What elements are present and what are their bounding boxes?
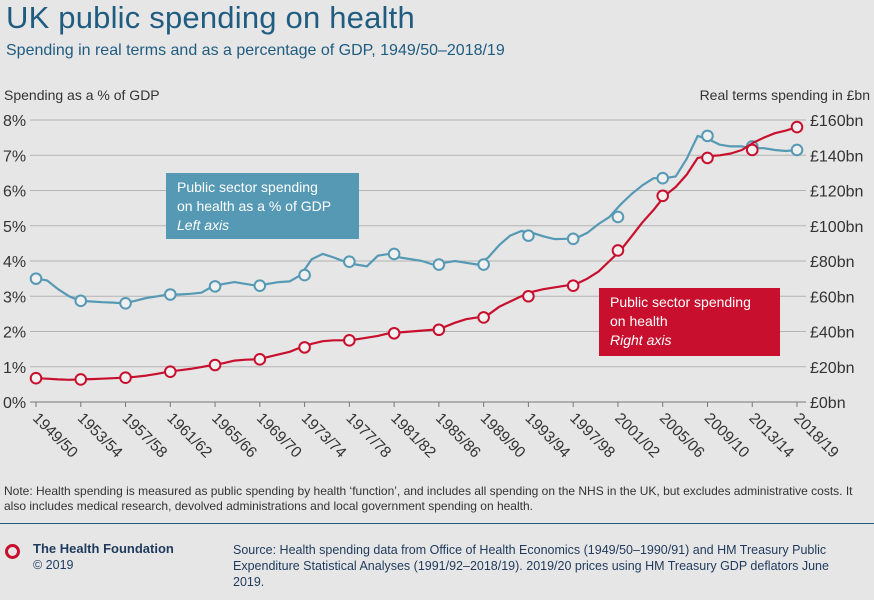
left-tick-label: 6% <box>3 184 26 201</box>
real-series-point <box>298 341 311 354</box>
right-tick-label: £160bn <box>810 113 863 130</box>
x-tick-label: 1993/94 <box>522 410 574 462</box>
gdp-callout-axis: Left axis <box>177 217 230 233</box>
right-tick-label: £140bn <box>810 148 863 165</box>
copyright: © 2019 <box>33 558 74 572</box>
right-tick-label: £120bn <box>810 184 863 201</box>
x-tick-label: 1985/86 <box>432 410 484 462</box>
real-callout-axis: Right axis <box>610 332 672 348</box>
gdp-series-point <box>790 143 804 157</box>
real-series-point <box>208 358 222 372</box>
gdp-series-point <box>477 258 490 271</box>
right-tick-label: £60bn <box>810 289 855 306</box>
left-tick-label: 2% <box>3 325 26 342</box>
real-callout-line2: on health <box>610 313 668 329</box>
real-series-point <box>163 365 177 378</box>
gdp-series-point <box>566 232 580 246</box>
real-series-point <box>477 311 490 324</box>
chart-title: UK public spending on health <box>6 0 415 35</box>
real-series-point <box>701 151 714 165</box>
real-callout-line1: Public sector spending <box>610 294 751 310</box>
gdp-series-point <box>163 288 177 301</box>
x-tick-label: 1997/98 <box>566 410 618 462</box>
real-series-point <box>522 289 535 303</box>
left-tick-label: 5% <box>3 219 26 236</box>
x-tick-label: 2013/14 <box>745 410 797 462</box>
real-series-point <box>745 143 759 157</box>
gdp-series-callout: Public sector spending on health as a % … <box>166 173 359 239</box>
left-tick-label: 7% <box>3 148 26 165</box>
x-tick-label: 1961/62 <box>163 410 215 462</box>
gdp-series-point <box>208 280 222 293</box>
real-series-point <box>611 244 625 257</box>
x-tick-label: 1977/78 <box>343 410 395 462</box>
x-tick-label: 2009/10 <box>701 410 753 462</box>
x-tick-label: 1969/70 <box>253 410 305 462</box>
gdp-series-point <box>432 258 446 271</box>
x-tick-label: 1981/82 <box>387 410 439 462</box>
left-tick-label: 0% <box>3 395 26 412</box>
left-axis-title: Spending as a % of GDP <box>4 87 160 103</box>
gdp-series-point <box>253 279 267 292</box>
gdp-callout-line1: Public sector spending <box>177 179 318 195</box>
gdp-callout-line2: on health as a % of GDP <box>177 198 332 214</box>
gdp-series-point <box>343 255 356 269</box>
real-series-line <box>35 126 798 381</box>
x-tick-label: 1989/90 <box>477 410 529 462</box>
x-tick-label: 1953/54 <box>74 410 126 462</box>
real-series-point <box>343 334 356 347</box>
left-tick-label: 3% <box>3 289 26 306</box>
left-tick-label: 8% <box>3 113 26 130</box>
x-tick-label: 1973/74 <box>298 410 350 462</box>
real-series-callout: Public sector spending on health Right a… <box>599 288 780 356</box>
gdp-series-point <box>74 294 88 308</box>
gdp-series-point <box>656 171 670 185</box>
real-series-point <box>74 373 88 386</box>
gdp-series-point <box>611 210 625 224</box>
organization-name: The Health Foundation <box>33 541 174 556</box>
chart-subtitle: Spending in real terms and as a percenta… <box>6 42 505 59</box>
x-tick-label: 2001/02 <box>611 410 663 462</box>
line-chart: 0% £0bn 1% £20bn 2% £40bn 3% £60bn 4% £80bn 5% £100… <box>3 113 863 462</box>
right-tick-label: £40bn <box>810 325 855 342</box>
left-tick-label: 1% <box>3 360 26 377</box>
gdp-series-point <box>701 129 714 143</box>
gdp-series-line <box>35 134 798 305</box>
right-axis-title: Real terms spending in £bn <box>699 87 870 103</box>
health-foundation-logo-icon <box>5 544 20 559</box>
x-tick-label: 2005/06 <box>656 410 708 462</box>
x-tick-label: 1957/58 <box>119 410 171 462</box>
real-series-point <box>790 120 804 134</box>
source-text: Source: Health spending data from Office… <box>233 543 829 589</box>
gdp-series-point <box>522 229 535 242</box>
real-series-point <box>432 323 446 337</box>
left-tick-label: 4% <box>3 254 26 271</box>
right-tick-label: £20bn <box>810 360 855 377</box>
real-series-point <box>656 189 670 203</box>
x-tick-label: 1949/50 <box>29 410 81 462</box>
real-series-point <box>119 371 132 384</box>
footer-divider <box>0 523 874 524</box>
real-series-point <box>387 326 401 340</box>
real-series-point <box>253 353 267 366</box>
real-series-point <box>566 279 580 292</box>
right-tick-label: £80bn <box>810 254 855 271</box>
gdp-series-point <box>119 297 132 310</box>
gdp-series-point <box>298 268 311 282</box>
x-tick-label: 1965/66 <box>208 410 260 462</box>
right-tick-label: £100bn <box>810 219 863 236</box>
right-tick-label: £0bn <box>810 395 846 412</box>
gdp-series-point <box>29 272 43 285</box>
x-tick-label: 2018/19 <box>790 410 842 462</box>
chart-note: Note: Health spending is measured as pub… <box>4 484 853 513</box>
gdp-series-point <box>387 247 401 261</box>
real-series-point <box>29 371 43 385</box>
